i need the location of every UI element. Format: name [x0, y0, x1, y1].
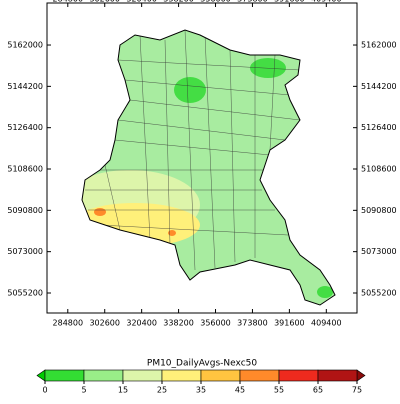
x-tick-label: 302600	[89, 319, 120, 328]
x-tick-label: 284800	[53, 319, 84, 328]
y-tick-label: 5162000	[361, 41, 397, 50]
colorbar-label: 45	[235, 386, 245, 395]
colorbar-label: 0	[42, 386, 47, 395]
colorbar-label: 5	[81, 386, 86, 395]
y-tick-label: 5162000	[7, 41, 43, 50]
x-tick-label: 356000	[200, 0, 231, 4]
colorbar-segment	[122, 369, 163, 382]
y-tick-label: 5126400	[7, 123, 43, 132]
colorbar-label: 75	[352, 386, 362, 395]
colorbar-segment	[317, 369, 358, 382]
x-tick-label: 391600	[274, 0, 305, 4]
x-tick-label: 409400	[311, 0, 342, 4]
x-tick-label: 409400	[311, 319, 342, 328]
y-tick-label: 5090800	[361, 206, 397, 215]
x-tick-label: 302600	[89, 0, 120, 4]
x-tick-label: 284800	[53, 0, 84, 4]
y-tick-label: 5144200	[7, 82, 43, 91]
y-tick-label: 5108600	[361, 165, 397, 174]
orange-spot	[168, 230, 176, 236]
x-tick-label: 320400	[126, 319, 157, 328]
x-tick-label: 391600	[274, 319, 305, 328]
y-tick-label: 5055200	[7, 288, 43, 297]
x-tick-label: 338200	[163, 319, 194, 328]
colorbar-label: 55	[274, 386, 284, 395]
x-tick-label: 338200	[163, 0, 194, 4]
y-tick-label: 5126400	[361, 123, 397, 132]
green-patch	[250, 58, 286, 78]
colorbar-over	[356, 369, 366, 382]
colorbar-segment	[44, 369, 85, 382]
colorbar-segment	[278, 369, 319, 382]
y-tick-label: 5108600	[7, 165, 43, 174]
colorbar-title: PM10_DailyAvgs-Nexc50	[147, 359, 257, 369]
x-tick-label: 373800	[237, 319, 268, 328]
colorbar-segment	[200, 369, 241, 382]
y-tick-label: 5090800	[7, 206, 43, 215]
axes: 284800 284800 302600 302600 320400 320400 3382…	[7, 0, 396, 328]
colorbar: PM10_DailyAvgs-Nexc50 0 5 15 25 35 45 55 65 75	[36, 359, 366, 395]
y-tick-label: 5073000	[7, 247, 43, 256]
orange-spot	[94, 208, 106, 216]
colorbar-segment	[239, 369, 280, 382]
y-tick-label: 5073000	[361, 247, 397, 256]
green-patch	[174, 77, 206, 103]
y-tick-label: 5144200	[361, 82, 397, 91]
colorbar-label: 65	[313, 386, 323, 395]
colorbar-segment	[83, 369, 124, 382]
x-tick-label: 356000	[200, 319, 231, 328]
colorbar-label: 35	[196, 386, 206, 395]
colorbar-segment	[161, 369, 202, 382]
y-tick-label: 5055200	[361, 288, 397, 297]
colorbar-label: 15	[118, 386, 128, 395]
green-patch	[317, 286, 333, 298]
municipal-borders	[85, 30, 301, 271]
colorbar-label: 25	[157, 386, 167, 395]
x-tick-label: 373800	[237, 0, 268, 4]
x-tick-label: 320400	[126, 0, 157, 4]
colorbar-under	[36, 369, 46, 382]
